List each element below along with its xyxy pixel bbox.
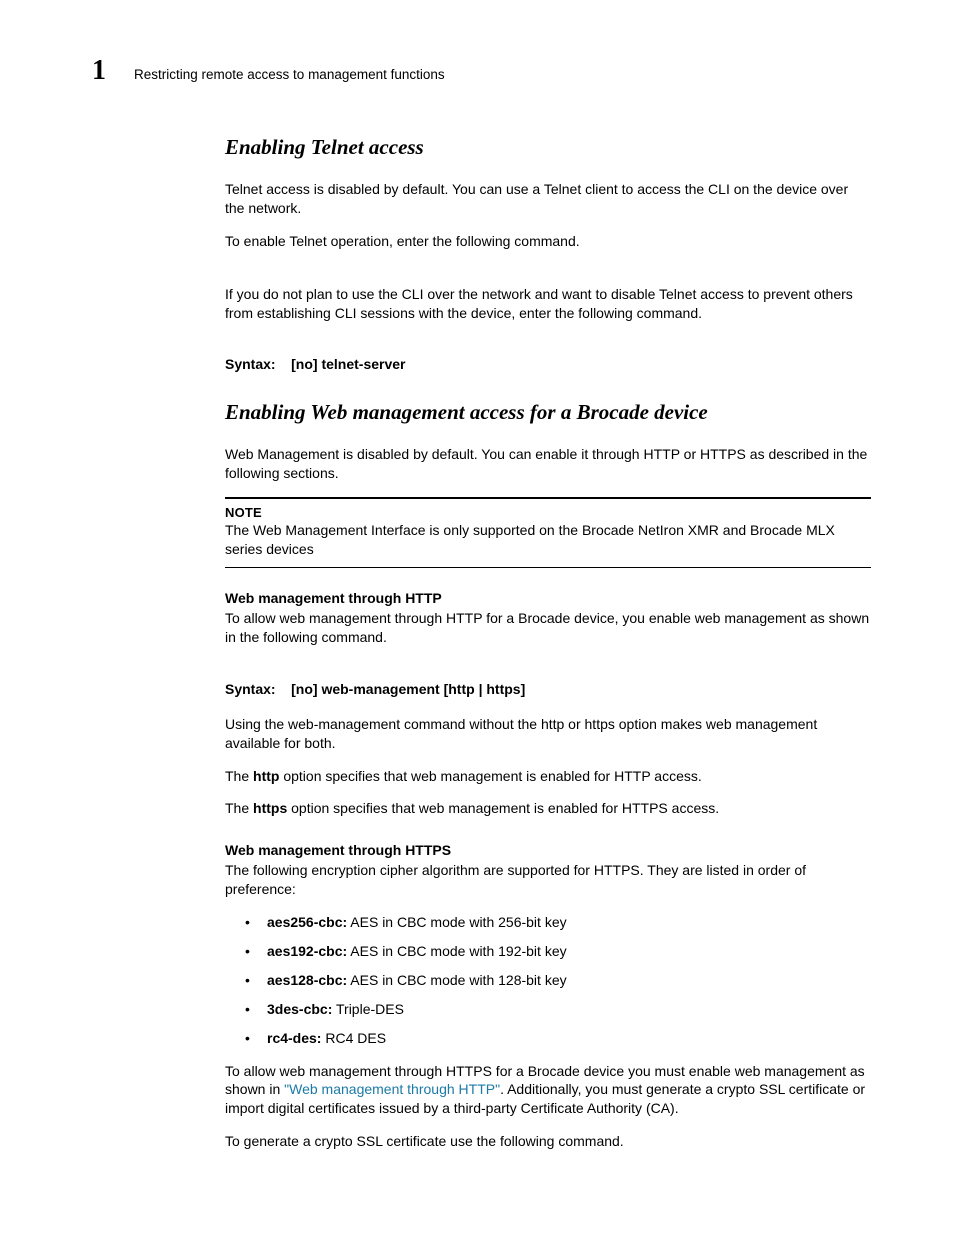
paragraph: To enable Telnet operation, enter the fo… bbox=[225, 232, 871, 251]
spacer bbox=[225, 832, 871, 842]
spacer bbox=[225, 336, 871, 356]
spacer bbox=[225, 265, 871, 285]
list-item: 3des-cbc: Triple-DES bbox=[225, 1000, 871, 1019]
syntax-label: Syntax: bbox=[225, 681, 276, 697]
cipher-desc: AES in CBC mode with 128-bit key bbox=[347, 972, 566, 988]
note-box: NOTE The Web Management Interface is onl… bbox=[225, 497, 871, 568]
text-run: The bbox=[225, 768, 253, 784]
cipher-name: 3des-cbc: bbox=[267, 1001, 332, 1017]
cipher-desc: RC4 DES bbox=[321, 1030, 386, 1046]
paragraph: The http option specifies that web manag… bbox=[225, 767, 871, 786]
cipher-name: aes192-cbc: bbox=[267, 943, 347, 959]
subheading-https: Web management through HTTPS bbox=[225, 842, 871, 858]
running-header-title: Restricting remote access to management … bbox=[134, 67, 445, 82]
main-content: Enabling Telnet access Telnet access is … bbox=[225, 135, 871, 1165]
paragraph: The https option specifies that web mana… bbox=[225, 799, 871, 818]
note-label: NOTE bbox=[225, 505, 871, 520]
spacer bbox=[225, 661, 871, 681]
subheading-http: Web management through HTTP bbox=[225, 590, 871, 606]
list-item: aes192-cbc: AES in CBC mode with 192-bit… bbox=[225, 942, 871, 961]
syntax-label: Syntax: bbox=[225, 356, 276, 372]
note-text: The Web Management Interface is only sup… bbox=[225, 521, 871, 559]
cipher-name: aes256-cbc: bbox=[267, 914, 347, 930]
text-run: option specifies that web management is … bbox=[287, 800, 719, 816]
text-run: option specifies that web management is … bbox=[279, 768, 701, 784]
cipher-name: aes128-cbc: bbox=[267, 972, 347, 988]
https-option: https bbox=[253, 800, 287, 816]
list-item: aes128-cbc: AES in CBC mode with 128-bit… bbox=[225, 971, 871, 990]
paragraph: Telnet access is disabled by default. Yo… bbox=[225, 180, 871, 218]
syntax-body: [no] telnet-server bbox=[291, 356, 405, 372]
page-header: 1 Restricting remote access to managemen… bbox=[92, 55, 862, 87]
cipher-desc: Triple-DES bbox=[332, 1001, 404, 1017]
http-option: http bbox=[253, 768, 279, 784]
syntax-line: Syntax: [no] telnet-server bbox=[225, 356, 871, 372]
paragraph: If you do not plan to use the CLI over t… bbox=[225, 285, 871, 323]
paragraph: To allow web management through HTTPS fo… bbox=[225, 1062, 871, 1119]
paragraph: The following encryption cipher algorith… bbox=[225, 861, 871, 899]
page: 1 Restricting remote access to managemen… bbox=[0, 0, 954, 1235]
paragraph: Web Management is disabled by default. Y… bbox=[225, 445, 871, 483]
cipher-desc: AES in CBC mode with 192-bit key bbox=[347, 943, 566, 959]
list-item: aes256-cbc: AES in CBC mode with 256-bit… bbox=[225, 913, 871, 932]
paragraph: To generate a crypto SSL certificate use… bbox=[225, 1132, 871, 1151]
syntax-line: Syntax: [no] web-management [http | http… bbox=[225, 681, 871, 697]
section-heading-telnet: Enabling Telnet access bbox=[225, 135, 871, 160]
list-item: rc4-des: RC4 DES bbox=[225, 1029, 871, 1048]
section-heading-webmgmt: Enabling Web management access for a Bro… bbox=[225, 400, 871, 425]
cipher-list: aes256-cbc: AES in CBC mode with 256-bit… bbox=[225, 913, 871, 1047]
cipher-desc: AES in CBC mode with 256-bit key bbox=[347, 914, 566, 930]
cross-reference-link[interactable]: "Web management through HTTP" bbox=[284, 1081, 500, 1097]
text-run: The bbox=[225, 800, 253, 816]
chapter-number: 1 bbox=[92, 55, 106, 87]
paragraph: Using the web-management command without… bbox=[225, 715, 871, 753]
cipher-name: rc4-des: bbox=[267, 1030, 321, 1046]
syntax-body: [no] web-management [http | https] bbox=[291, 681, 525, 697]
paragraph: To allow web management through HTTP for… bbox=[225, 609, 871, 647]
